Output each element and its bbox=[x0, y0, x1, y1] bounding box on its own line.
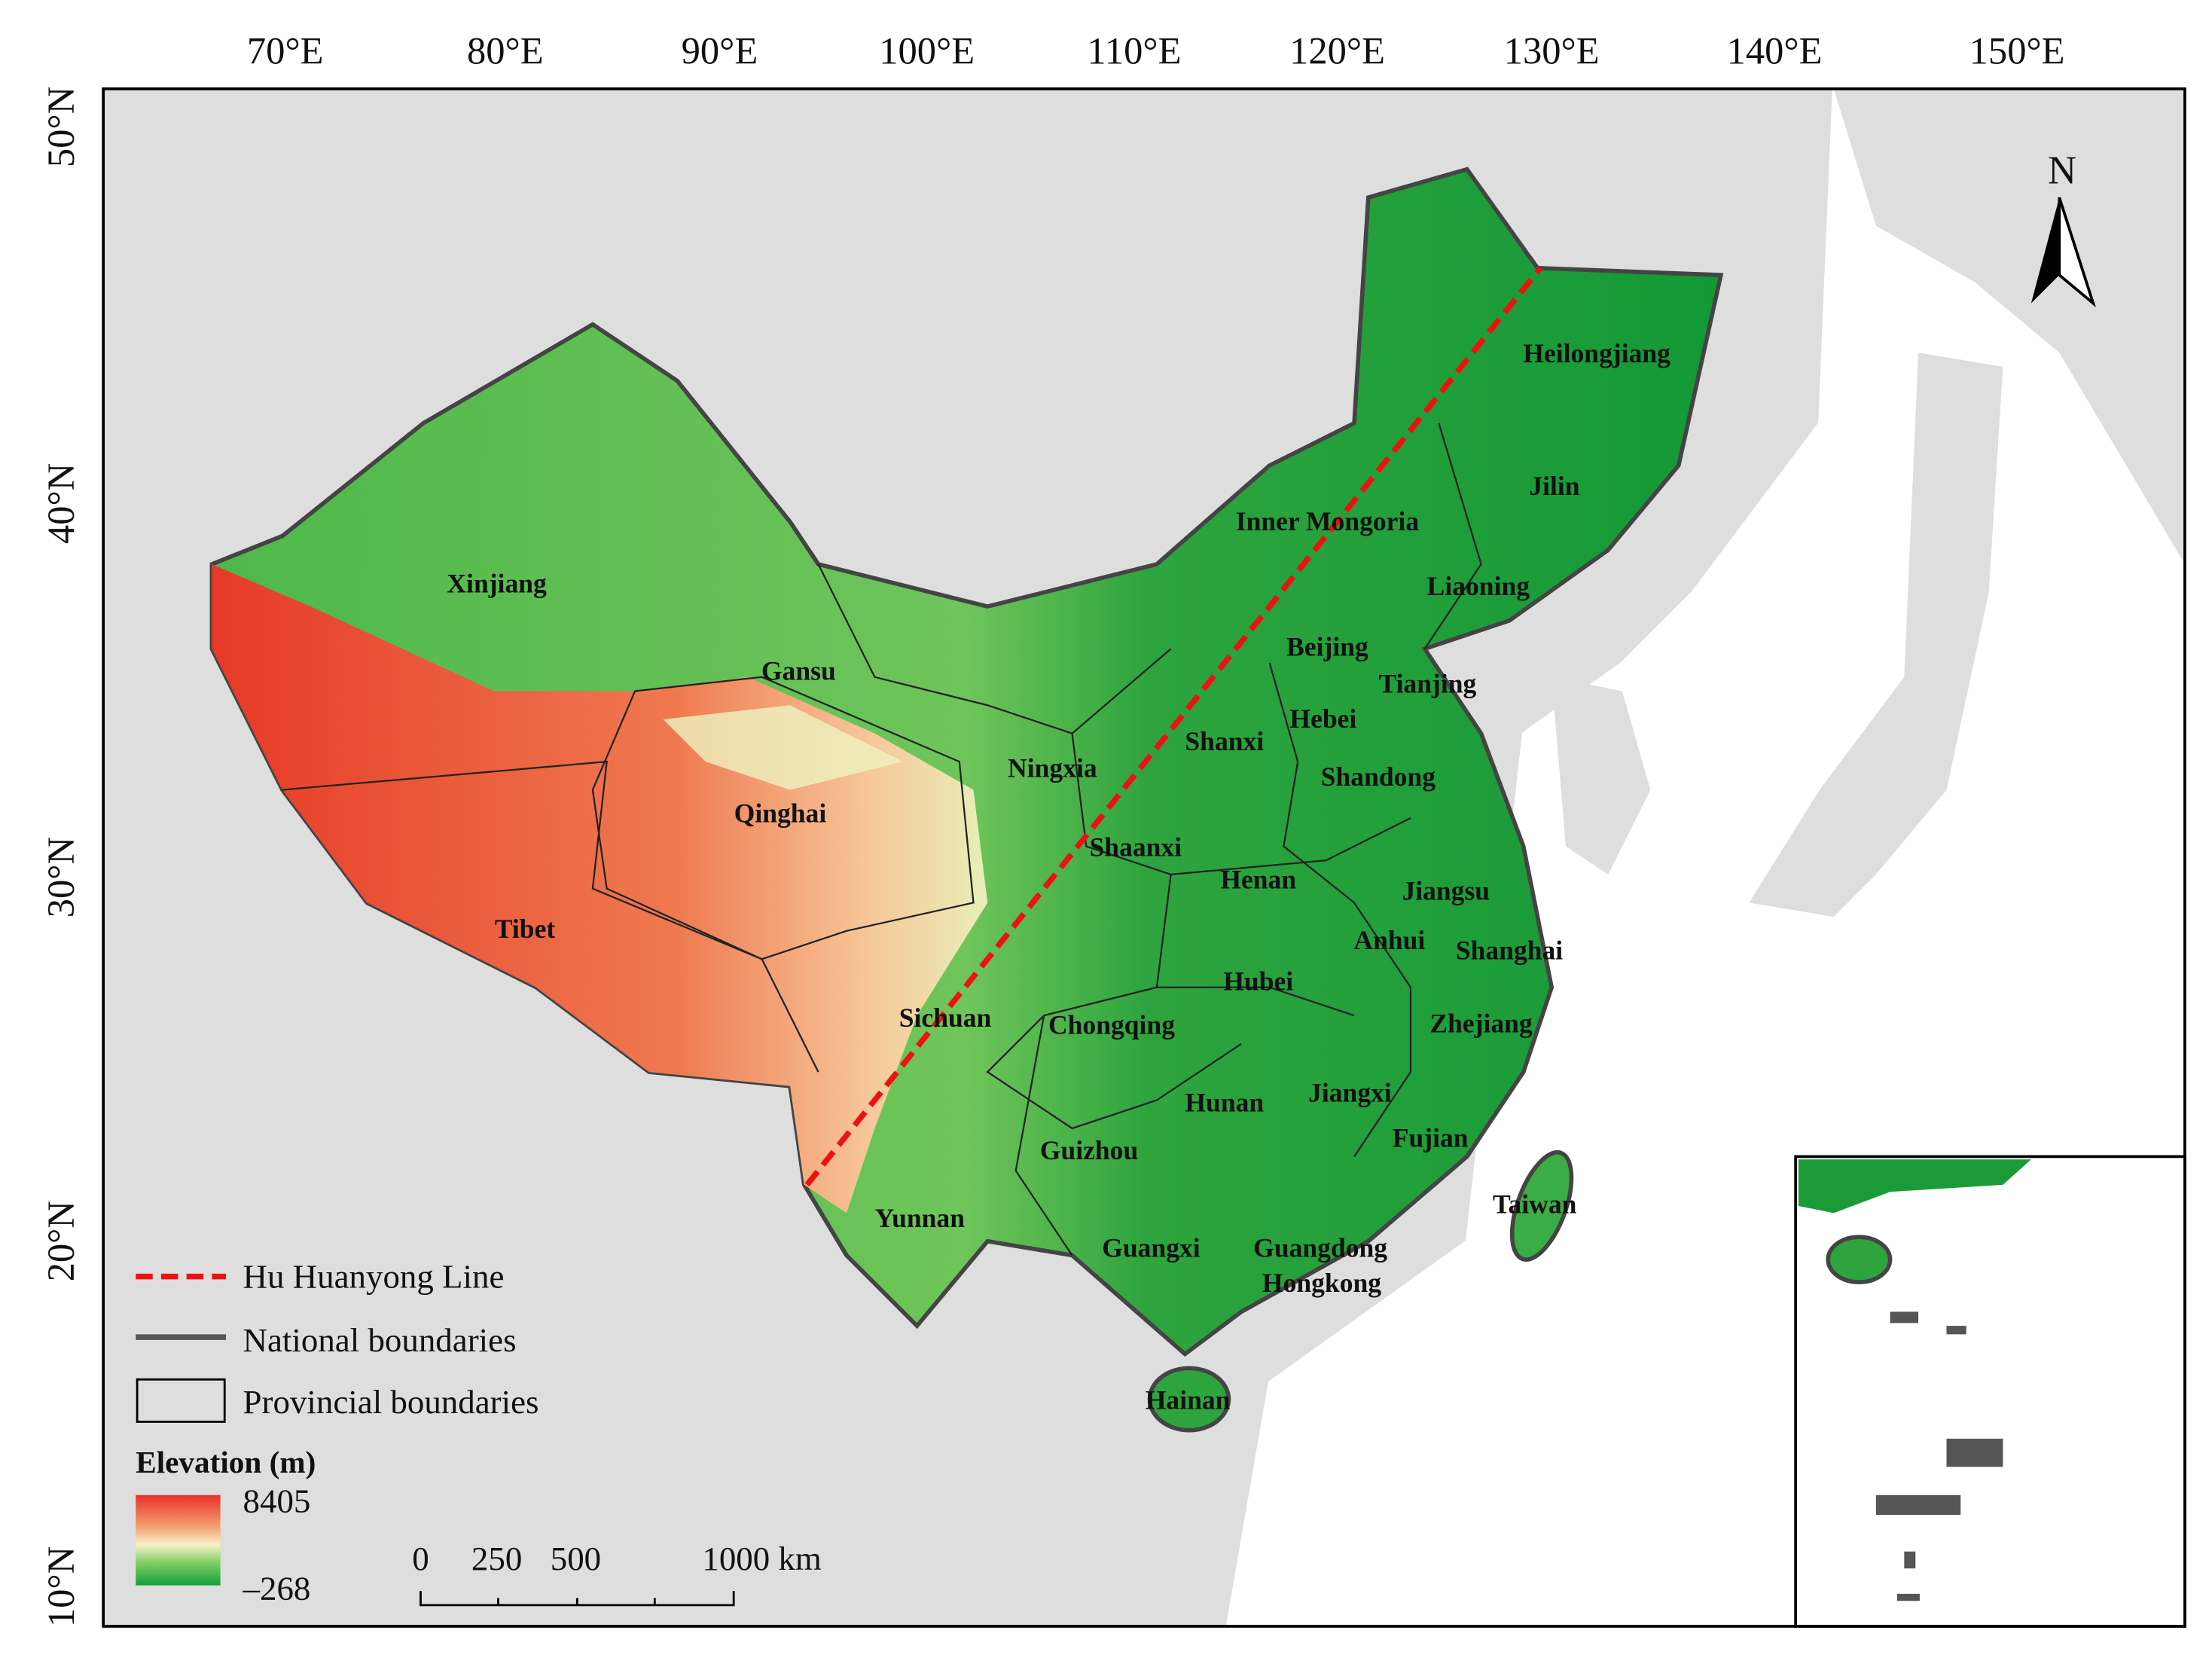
province-label: Qinghai bbox=[734, 798, 827, 829]
latitude-label: 20°N bbox=[40, 1201, 82, 1281]
longitude-label: 110°E bbox=[1087, 29, 1181, 72]
hainan-island bbox=[1147, 1366, 1231, 1433]
longitude-label: 80°E bbox=[467, 29, 544, 72]
province-label: Chongqing bbox=[1048, 1010, 1175, 1040]
hu-huanyong-line bbox=[804, 266, 1543, 1187]
province-label: Henan bbox=[1220, 865, 1296, 895]
legend-label: Hu Huanyong Line bbox=[243, 1258, 505, 1296]
longitude-label: 70°E bbox=[247, 29, 324, 72]
elevation-min: –268 bbox=[243, 1569, 311, 1607]
scale-bar-label: 0 bbox=[412, 1540, 429, 1577]
longitude-label: 120°E bbox=[1289, 29, 1385, 72]
province-label: Jiangxi bbox=[1308, 1077, 1392, 1107]
province-label: Inner Mongoria bbox=[1236, 506, 1420, 536]
province-label: Guangxi bbox=[1102, 1232, 1201, 1262]
north-arrow-right bbox=[2058, 197, 2096, 308]
longitude-label: 100°E bbox=[879, 29, 975, 72]
map-frame bbox=[102, 87, 2186, 1628]
scale-bar-label: 250 bbox=[471, 1540, 522, 1577]
latitude-label: 50°N bbox=[40, 87, 82, 167]
elevation-title: Elevation (m) bbox=[136, 1445, 316, 1480]
province-label: Taiwan bbox=[1493, 1189, 1577, 1219]
scale-bar-line bbox=[420, 1591, 735, 1607]
scale-bar-label: 1000 km bbox=[702, 1540, 822, 1577]
inset-islands bbox=[1875, 1311, 2003, 1601]
province-label: Hunan bbox=[1185, 1088, 1264, 1118]
province-label: Yunnan bbox=[875, 1203, 966, 1233]
surrounding-land bbox=[1833, 88, 2185, 564]
scale-bar bbox=[420, 1591, 735, 1607]
qaidam-basin bbox=[663, 705, 903, 790]
province-label: Fujian bbox=[1393, 1122, 1469, 1153]
china bbox=[209, 166, 1724, 1357]
elevation-max: 8405 bbox=[243, 1482, 311, 1519]
province-label: Anhui bbox=[1353, 925, 1425, 955]
map-body bbox=[103, 88, 2185, 1626]
scale-bar-label: 500 bbox=[551, 1540, 601, 1577]
korea bbox=[1551, 676, 1651, 875]
province-label: Shanghai bbox=[1456, 935, 1563, 965]
province-label: Zhejiang bbox=[1429, 1009, 1533, 1039]
province-label: Shaanxi bbox=[1090, 832, 1182, 862]
inset-map bbox=[1794, 1155, 2186, 1628]
inset-hainan bbox=[1826, 1235, 1893, 1284]
province-label: Gansu bbox=[761, 656, 836, 686]
japan bbox=[1749, 353, 2003, 917]
legend-label: Provincial boundaries bbox=[243, 1383, 539, 1421]
inset-coast bbox=[1798, 1159, 2031, 1214]
legend-swatch-provincial bbox=[136, 1378, 226, 1423]
province-label: Shanxi bbox=[1185, 726, 1264, 756]
north-label: N bbox=[2048, 148, 2076, 192]
province-label: Hongkong bbox=[1262, 1268, 1381, 1298]
province-label: Sichuan bbox=[899, 1003, 992, 1033]
province-label: Liaoning bbox=[1427, 571, 1530, 601]
province-label: Tibet bbox=[495, 914, 556, 944]
province-label: Hubei bbox=[1223, 966, 1293, 996]
province-label: Heilongjiang bbox=[1523, 338, 1670, 368]
province-label: Shandong bbox=[1321, 762, 1436, 792]
province-label: Tianjing bbox=[1379, 668, 1477, 698]
province-label: Ningxia bbox=[1008, 753, 1097, 783]
province-label: Jilin bbox=[1529, 471, 1579, 501]
longitude-label: 130°E bbox=[1504, 29, 1600, 72]
province-label: Beijing bbox=[1286, 632, 1368, 662]
latitude-label: 40°N bbox=[40, 463, 82, 544]
legend-label: National boundaries bbox=[243, 1321, 517, 1359]
inset-frame bbox=[1794, 1155, 2186, 1628]
latitude-label: 30°N bbox=[40, 837, 82, 917]
longitude-label: 150°E bbox=[1969, 29, 2065, 72]
latitude-label: 10°N bbox=[40, 1546, 82, 1627]
province-label: Guangdong bbox=[1253, 1232, 1387, 1262]
provincial-boundaries bbox=[282, 423, 1482, 1256]
province-label: Jiangsu bbox=[1402, 876, 1490, 906]
province-label: Xinjiang bbox=[447, 568, 547, 598]
legend: Hu Huanyong Line National boundaries Pro… bbox=[136, 1258, 539, 1607]
taiwan-island bbox=[1509, 1149, 1574, 1262]
province-label: Hebei bbox=[1289, 704, 1356, 734]
elevation-ramp bbox=[136, 1494, 221, 1586]
province-label: Guizhou bbox=[1040, 1135, 1138, 1165]
longitude-label: 140°E bbox=[1727, 29, 1823, 72]
longitude-label: 90°E bbox=[682, 29, 758, 72]
province-label: Hainan bbox=[1146, 1385, 1231, 1415]
